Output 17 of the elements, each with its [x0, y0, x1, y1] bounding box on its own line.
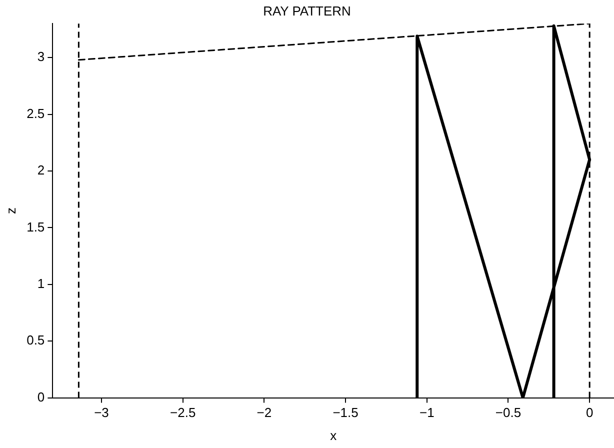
y-axis-title: z	[3, 207, 18, 214]
y-tick-label: 0	[37, 389, 45, 404]
x-tick-label: −1	[419, 405, 434, 420]
y-tick-label: 1	[37, 276, 45, 291]
x-tick-label: 0	[586, 405, 594, 420]
y-tick-label: 2	[37, 162, 45, 178]
x-tick-label: −2.5	[170, 405, 196, 420]
y-tick-label: 3	[37, 49, 45, 64]
x-tick-label: −2	[256, 405, 272, 420]
y-tick-label: 2.5	[26, 106, 45, 121]
chart-title: RAY PATTERN	[263, 3, 351, 18]
x-tick-label: −3	[94, 405, 109, 420]
x-tick-label: −0.5	[495, 405, 522, 420]
x-axis-title: x	[330, 428, 338, 443]
y-tick-label: 0.5	[26, 332, 45, 348]
y-tick-label: 1.5	[26, 219, 45, 234]
x-tick-label: −1.5	[332, 405, 358, 420]
